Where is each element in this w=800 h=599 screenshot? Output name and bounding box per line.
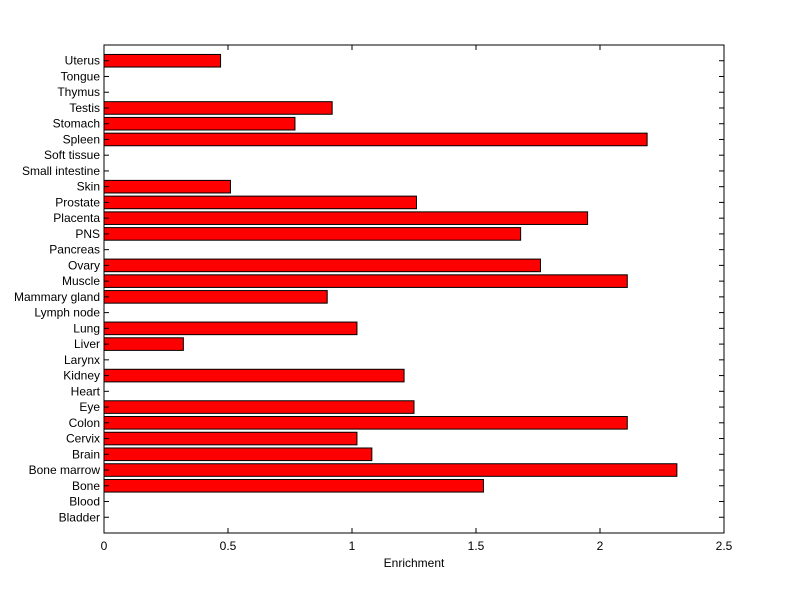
y-tick-label: Heart: [71, 384, 101, 398]
y-tick-label: Placenta: [53, 211, 100, 225]
bar-brain: [103, 447, 373, 462]
y-tick-label: PNS: [75, 227, 100, 241]
bar-cervix: [103, 431, 358, 446]
bar-uterus: [103, 53, 222, 68]
y-tick-label: Lung: [73, 321, 100, 335]
y-tick-label: Blood: [69, 495, 100, 509]
x-tick-label: 2.5: [716, 539, 733, 553]
bar-placenta: [103, 211, 589, 225]
y-tick-label: Tongue: [61, 69, 101, 83]
y-tick-label: Uterus: [65, 54, 100, 68]
bar-eye: [103, 400, 415, 414]
bar-liver: [103, 337, 184, 351]
x-axis-label: Enrichment: [384, 556, 445, 570]
y-tick-label: Larynx: [64, 353, 100, 367]
bar-prostate: [103, 195, 417, 210]
y-tick-label: Soft tissue: [44, 148, 100, 162]
x-axis: 0 0.5 1 1.5 2 2.5: [101, 45, 733, 553]
y-tick-label: Liver: [74, 337, 100, 351]
y-tick-label: Eye: [79, 400, 100, 414]
bar-testis: [103, 101, 333, 115]
y-tick-label: Testis: [69, 101, 100, 115]
x-tick-label: 2: [597, 539, 604, 553]
bar-bone: [103, 478, 484, 493]
y-tick-label: Ovary: [68, 258, 100, 272]
plot-frame: [103, 44, 725, 534]
y-tick-label: Spleen: [63, 132, 100, 146]
bar-pns: [103, 227, 522, 241]
bar-colon: [103, 416, 628, 430]
y-tick-label: Thymus: [57, 85, 100, 99]
y-tick-label: Bone marrow: [29, 463, 101, 477]
bar-kidney: [103, 368, 405, 383]
bar-stomach: [103, 116, 296, 131]
bar-lung: [103, 321, 358, 336]
y-tick-label: Brain: [72, 447, 100, 461]
bar-ovary: [103, 258, 541, 273]
y-tick-label: Kidney: [63, 369, 100, 383]
y-tick-label: Mammary gland: [14, 290, 100, 304]
y-tick-label: Colon: [69, 416, 100, 430]
x-tick-label: 1.5: [468, 539, 485, 553]
y-tick-label: Stomach: [53, 117, 100, 131]
y-tick-label: Small intestine: [22, 164, 100, 178]
bar-spleen: [103, 132, 648, 147]
x-tick-label: 0.5: [220, 539, 237, 553]
y-tick-label: Pancreas: [49, 243, 100, 257]
y-tick-label: Prostate: [55, 195, 100, 209]
y-tick-label: Bladder: [59, 510, 100, 524]
x-tick-label: 1: [349, 539, 356, 553]
x-tick-label: 0: [101, 539, 108, 553]
y-tick-label: Cervix: [66, 432, 100, 446]
bar-mammary-gland: [103, 290, 328, 304]
bar-bone-marrow: [103, 463, 678, 477]
y-tick-label: Lymph node: [34, 306, 100, 320]
y-tick-label: Skin: [77, 180, 100, 194]
bar-muscle: [103, 274, 628, 288]
y-tick-label: Bone: [72, 479, 100, 493]
y-tick-label: Muscle: [62, 274, 100, 288]
bar-skin: [103, 179, 231, 194]
